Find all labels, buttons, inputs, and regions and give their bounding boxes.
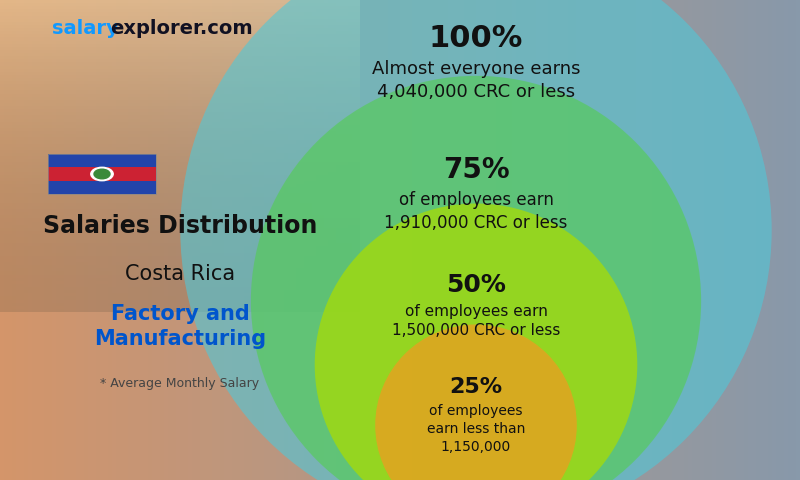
Text: 100%: 100% [429, 24, 523, 53]
Ellipse shape [251, 76, 701, 480]
Text: Almost everyone earns
4,040,000 CRC or less: Almost everyone earns 4,040,000 CRC or l… [372, 60, 580, 101]
Text: Costa Rica: Costa Rica [125, 264, 235, 284]
Bar [48, 167, 156, 181]
Text: explorer.com: explorer.com [110, 19, 253, 38]
Text: 50%: 50% [446, 273, 506, 297]
Text: 75%: 75% [442, 156, 510, 184]
Circle shape [91, 167, 114, 181]
Text: 25%: 25% [450, 377, 502, 397]
Text: Factory and
Manufacturing: Factory and Manufacturing [94, 304, 266, 349]
Text: of employees earn
1,500,000 CRC or less: of employees earn 1,500,000 CRC or less [392, 304, 560, 338]
Bar [48, 154, 156, 167]
Text: Salaries Distribution: Salaries Distribution [43, 214, 317, 238]
Text: * Average Monthly Salary: * Average Monthly Salary [101, 377, 259, 391]
Ellipse shape [314, 204, 638, 480]
Ellipse shape [180, 0, 772, 480]
Text: of employees
earn less than
1,150,000: of employees earn less than 1,150,000 [427, 404, 525, 454]
Circle shape [94, 169, 110, 179]
Bar [48, 181, 156, 194]
Text: salary: salary [52, 19, 118, 38]
Ellipse shape [375, 324, 577, 480]
Text: of employees earn
1,910,000 CRC or less: of employees earn 1,910,000 CRC or less [384, 191, 568, 232]
Bar [48, 154, 156, 194]
